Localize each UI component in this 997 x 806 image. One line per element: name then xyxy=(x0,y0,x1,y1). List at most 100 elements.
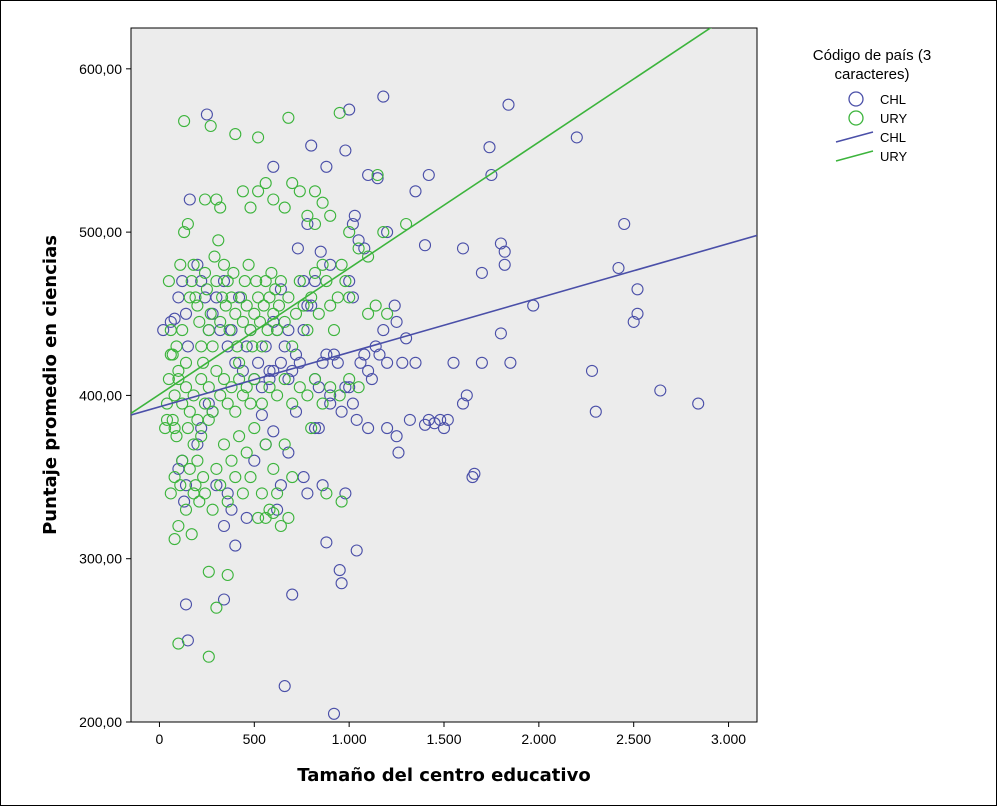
data-point xyxy=(206,340,219,353)
data-point xyxy=(271,487,284,500)
y-tick-label: 500,00 xyxy=(79,224,122,240)
data-point xyxy=(274,479,287,492)
data-point xyxy=(166,413,179,426)
data-point xyxy=(212,234,225,247)
data-point xyxy=(179,381,193,394)
data-point xyxy=(214,479,227,492)
data-point xyxy=(483,141,496,154)
data-point xyxy=(312,307,325,320)
data-point xyxy=(204,119,217,133)
data-point xyxy=(485,168,498,182)
data-point xyxy=(388,299,401,312)
data-point xyxy=(229,128,242,141)
data-point xyxy=(466,471,479,484)
y-axis: 200,00 300,00 400,00 500,00 600,00 xyxy=(79,61,131,730)
data-point xyxy=(352,381,365,394)
data-point xyxy=(229,405,242,418)
data-point xyxy=(274,519,287,533)
data-point xyxy=(271,503,284,516)
data-point xyxy=(291,242,304,255)
data-point xyxy=(225,454,238,467)
data-point xyxy=(263,291,276,304)
data-point xyxy=(308,422,322,435)
plot-area xyxy=(130,27,758,723)
data-point xyxy=(210,462,223,475)
data-point xyxy=(286,177,299,190)
data-point xyxy=(475,266,488,279)
data-point xyxy=(627,315,640,328)
data-point xyxy=(274,275,287,288)
data-point xyxy=(244,471,257,484)
data-point xyxy=(217,593,231,606)
data-point xyxy=(289,348,303,361)
data-point xyxy=(456,242,470,255)
x-axis: 0 500 1.000 1.500 2.000 2.500 3.000 xyxy=(156,722,746,747)
data-point xyxy=(229,471,242,484)
data-point xyxy=(221,340,234,353)
data-point xyxy=(308,217,322,231)
data-point xyxy=(339,381,352,394)
data-point xyxy=(305,422,318,435)
data-point xyxy=(346,291,359,304)
data-point xyxy=(179,479,193,492)
data-point xyxy=(343,373,356,386)
data-point xyxy=(286,340,299,353)
x-axis-title: Tamaño del centro educativo xyxy=(297,765,590,786)
data-point xyxy=(208,250,221,263)
data-point xyxy=(377,324,390,337)
data-point xyxy=(252,131,265,144)
data-point xyxy=(267,364,280,377)
x-tick-label: 3.000 xyxy=(711,731,746,747)
data-point xyxy=(217,519,231,533)
data-point xyxy=(172,637,185,650)
data-point xyxy=(409,185,422,198)
data-point xyxy=(282,446,295,459)
data-point xyxy=(172,364,185,377)
legend-title: caracteres) xyxy=(834,66,909,83)
data-point xyxy=(286,471,299,484)
data-point xyxy=(320,348,333,361)
data-point xyxy=(301,209,314,222)
data-point xyxy=(164,348,177,361)
data-point xyxy=(392,446,405,459)
data-point xyxy=(217,275,231,288)
data-point xyxy=(267,506,280,520)
data-point xyxy=(210,291,223,304)
data-point xyxy=(456,397,470,410)
data-point xyxy=(168,312,181,325)
data-point xyxy=(183,291,196,304)
data-point xyxy=(183,193,196,206)
data-point xyxy=(193,315,206,328)
data-point xyxy=(174,479,187,492)
data-point xyxy=(434,413,447,426)
data-point xyxy=(176,324,189,337)
data-point xyxy=(301,389,314,402)
data-point xyxy=(263,364,276,377)
data-point xyxy=(255,381,268,394)
data-point xyxy=(259,177,272,190)
data-point xyxy=(240,446,253,459)
data-point xyxy=(229,539,242,552)
legend-title: Código de país (3 xyxy=(813,47,931,64)
data-point xyxy=(358,348,371,361)
data-point xyxy=(269,283,282,296)
data-point xyxy=(278,373,291,386)
data-point xyxy=(589,405,602,418)
data-point xyxy=(183,405,196,418)
data-point xyxy=(327,324,341,337)
data-point xyxy=(324,209,337,222)
data-point xyxy=(162,373,175,386)
data-point xyxy=(324,299,337,312)
data-point xyxy=(248,373,261,386)
data-point xyxy=(252,185,265,198)
data-point xyxy=(335,258,348,271)
data-point xyxy=(350,544,363,557)
data-point xyxy=(202,565,215,578)
data-point xyxy=(293,381,306,394)
data-point xyxy=(252,356,265,369)
data-point xyxy=(654,384,667,397)
y-tick-label: 200,00 xyxy=(79,714,122,730)
data-point xyxy=(179,503,193,516)
data-point xyxy=(263,503,276,516)
data-point xyxy=(343,275,356,288)
